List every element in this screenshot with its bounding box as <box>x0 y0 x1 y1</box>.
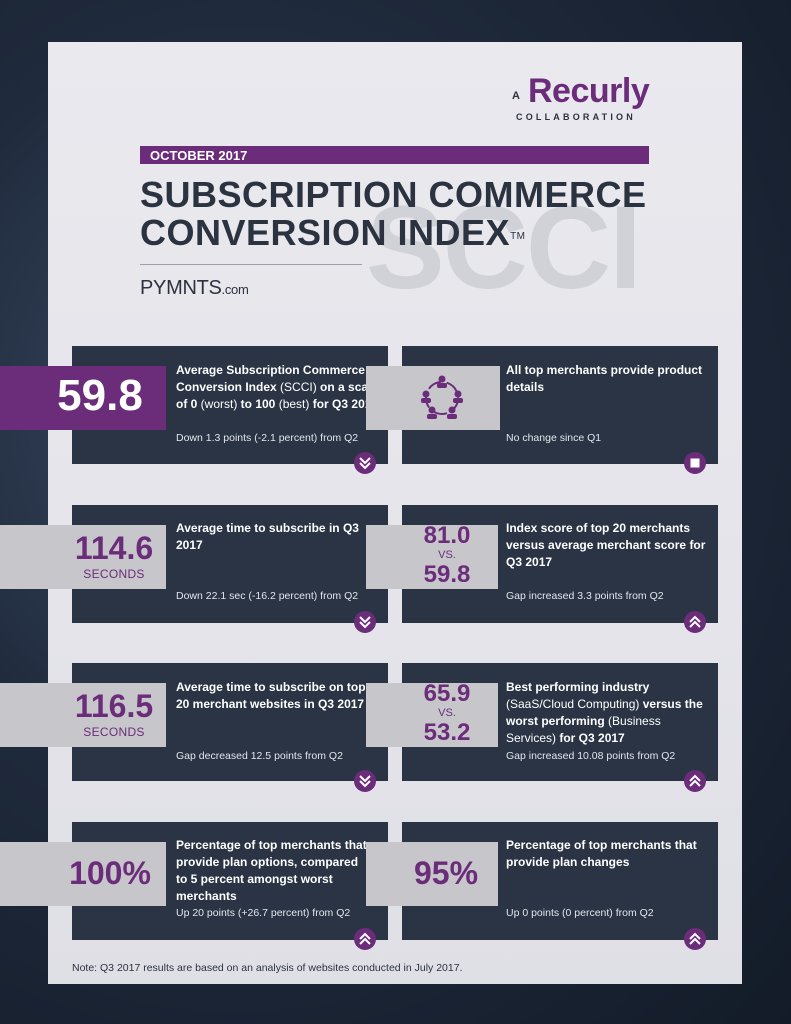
stat-value-b: 53.2 <box>423 719 471 746</box>
stat-value: 100% <box>69 855 151 891</box>
no-change-square-icon <box>684 452 706 474</box>
title-part: Best performing industry <box>506 680 650 694</box>
logo-suffix: COLLABORATION <box>516 112 636 122</box>
title-part: (SaaS/Cloud Computing) <box>506 697 640 711</box>
title-part: (SCCI) <box>280 380 317 394</box>
stat-tile <box>366 842 498 906</box>
pymnts-main: PYMNTS <box>140 277 222 299</box>
stat-change: Gap increased 3.3 points from Q2 <box>506 590 664 602</box>
stat-tile <box>0 842 166 906</box>
stat-title: Percentage of top merchants that provide… <box>176 837 372 905</box>
stat-tile <box>366 525 498 589</box>
stat-value-b: 59.8 <box>423 561 471 588</box>
vs-label: VS. <box>438 549 456 561</box>
stat-title: Average time to subscribe on top 20 merc… <box>176 679 366 713</box>
stat-value-a: 65.9 <box>423 680 471 707</box>
title-part: versus the worst performing <box>506 697 703 728</box>
title-text: Average time to subscribe on top 20 merc… <box>176 680 366 711</box>
stat-change: Down 1.3 points (-2.1 percent) from Q2 <box>176 432 359 444</box>
up-arrow-icon <box>684 611 706 633</box>
date-banner: OCTOBER 2017 <box>140 146 649 164</box>
scci-watermark: SCCI <box>366 182 642 314</box>
title-text: Percentage of top merchants that provide… <box>176 838 367 903</box>
title-part: for Q3 2017 <box>309 397 379 411</box>
title-text: Percentage of top merchants that provide… <box>506 838 697 869</box>
logo-prefix: A <box>512 90 521 102</box>
stat-value: 59.8 <box>57 371 143 420</box>
stat-tile-icon <box>366 366 500 430</box>
stat-title: Average Subscription Commerce Conversion… <box>176 362 386 413</box>
title-part: for Q3 2017 <box>556 731 625 745</box>
stat-title: Index score of top 20 merchants versus a… <box>506 520 712 571</box>
down-arrow-icon <box>354 611 376 633</box>
stat-unit: SECONDS <box>83 567 145 581</box>
down-arrow-icon <box>354 770 376 792</box>
up-arrow-icon <box>684 928 706 950</box>
people-network-icon <box>414 370 470 426</box>
stat-value: 114.6 <box>74 530 154 566</box>
title-part: on a scale of 0 <box>176 380 379 411</box>
pymnts-suffix: .com <box>221 282 249 297</box>
title-part: Average Subscription Commerce Conversion… <box>176 363 365 394</box>
stat-title: Percentage of top merchants that provide… <box>506 837 706 871</box>
trademark-mark: TM <box>510 231 526 242</box>
stat-change: No change since Q1 <box>506 432 602 444</box>
stat-tile <box>366 683 498 747</box>
stat-unit: SECONDS <box>83 725 145 739</box>
stat-change: Down 22.1 sec (-16.2 percent) from Q2 <box>176 590 359 602</box>
title-part: (Business Services) <box>506 714 661 745</box>
title-divider <box>140 264 362 265</box>
down-arrow-icon <box>354 452 376 474</box>
up-arrow-icon <box>684 770 706 792</box>
title-line-2: CONVERSION INDEXTM <box>140 214 660 252</box>
stat-change: Gap decreased 12.5 points from Q2 <box>176 750 343 762</box>
stat-tile-scci <box>0 366 166 430</box>
logo-brand: Recurly <box>528 72 650 110</box>
stat-change: Up 0 points (0 percent) from Q2 <box>506 907 654 919</box>
up-arrow-icon <box>354 928 376 950</box>
title-text: Index score of top 20 merchants versus a… <box>506 521 706 569</box>
stat-change: Gap increased 10.08 points from Q2 <box>506 750 676 762</box>
stat-title: Average time to subscribe in Q3 2017 <box>176 520 366 554</box>
pymnts-logo: PYMNTS.com <box>140 277 249 300</box>
title-line-2-text: CONVERSION INDEX <box>140 212 511 253</box>
date-label: OCTOBER 2017 <box>150 148 248 163</box>
stat-tile <box>0 683 166 747</box>
stat-change: Up 20 points (+26.7 percent) from Q2 <box>176 907 351 919</box>
page-title: SUBSCRIPTION COMMERCE CONVERSION INDEXTM <box>140 176 660 252</box>
vs-label: VS. <box>438 707 456 719</box>
footnote: Note: Q3 2017 results are based on an an… <box>72 962 463 974</box>
stat-title: Best performing industry (SaaS/Cloud Com… <box>506 679 712 747</box>
recurly-logo: A Recurly COLLABORATION <box>512 72 652 126</box>
stat-value-a: 81.0 <box>423 522 471 549</box>
title-part: (worst) <box>200 397 238 411</box>
stat-value: 95% <box>413 855 479 891</box>
title-part: (best) <box>278 397 310 411</box>
stat-tile <box>0 525 166 589</box>
title-part: to 100 <box>237 397 279 411</box>
title-line-1: SUBSCRIPTION COMMERCE <box>140 174 647 215</box>
stat-value: 116.5 <box>74 688 154 724</box>
title-text: All top merchants provide product detail… <box>506 363 703 394</box>
title-text: Average time to subscribe in Q3 2017 <box>176 521 359 552</box>
stat-title: All top merchants provide product detail… <box>506 362 706 396</box>
